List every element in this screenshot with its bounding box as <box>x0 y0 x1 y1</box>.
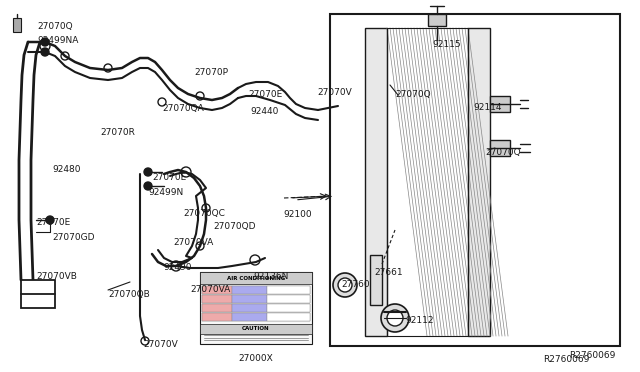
Text: 92112: 92112 <box>405 316 433 325</box>
Bar <box>428 14 446 26</box>
Bar <box>232 286 267 294</box>
Text: 27070Q: 27070Q <box>485 148 520 157</box>
Text: 92115: 92115 <box>432 40 461 49</box>
Bar <box>200 272 312 344</box>
Text: 92499NA: 92499NA <box>37 36 78 45</box>
Text: 92114: 92114 <box>473 103 502 112</box>
Text: 27070E: 27070E <box>248 90 282 99</box>
Text: 27070E: 27070E <box>36 218 70 227</box>
Text: 92100: 92100 <box>283 210 312 219</box>
Text: 27070VA: 27070VA <box>173 238 213 247</box>
Bar <box>387 28 468 336</box>
Bar <box>200 324 312 334</box>
Text: 27070E: 27070E <box>152 173 186 182</box>
Bar <box>490 140 510 156</box>
Text: R2760069: R2760069 <box>568 351 615 360</box>
Bar <box>202 313 232 321</box>
Bar <box>13 18 21 32</box>
Bar <box>267 313 310 321</box>
Text: 27070V: 27070V <box>317 88 352 97</box>
Text: 27070QA: 27070QA <box>162 104 204 113</box>
Bar <box>200 272 312 284</box>
Bar <box>267 295 310 303</box>
Bar <box>232 313 267 321</box>
Bar <box>468 28 490 336</box>
Bar <box>202 286 310 294</box>
Bar <box>202 295 232 303</box>
Circle shape <box>41 38 49 46</box>
Text: 27070QC: 27070QC <box>183 209 225 218</box>
Bar <box>202 286 232 294</box>
Text: 27070V: 27070V <box>143 340 178 349</box>
Circle shape <box>387 310 403 326</box>
Text: 27070VB: 27070VB <box>36 272 77 281</box>
Bar <box>490 96 510 112</box>
Circle shape <box>144 182 152 190</box>
Text: 27070Q: 27070Q <box>37 22 72 31</box>
Text: 27070Q: 27070Q <box>395 90 431 99</box>
Bar <box>202 304 310 312</box>
Text: 27070R: 27070R <box>100 128 135 137</box>
Text: R2760069: R2760069 <box>543 355 589 364</box>
Text: 27070P: 27070P <box>194 68 228 77</box>
Bar <box>202 313 310 321</box>
Text: AIR CONDITIONING: AIR CONDITIONING <box>227 276 285 280</box>
Text: 92490: 92490 <box>163 263 191 272</box>
Circle shape <box>333 273 357 297</box>
Circle shape <box>144 168 152 176</box>
Bar <box>267 304 310 312</box>
Text: 27661: 27661 <box>374 268 403 277</box>
Bar <box>370 255 382 305</box>
Bar <box>232 304 267 312</box>
Bar <box>202 295 310 303</box>
Circle shape <box>41 48 49 56</box>
Bar <box>21 280 55 308</box>
Bar <box>365 28 387 336</box>
Circle shape <box>338 278 352 292</box>
Circle shape <box>46 216 54 224</box>
Text: 27070QD: 27070QD <box>213 222 255 231</box>
Bar <box>202 304 232 312</box>
Text: 27070QB: 27070QB <box>108 290 150 299</box>
Text: 27070VA: 27070VA <box>190 285 230 294</box>
Text: 92480: 92480 <box>52 165 81 174</box>
Text: 27000X: 27000X <box>239 354 273 363</box>
Text: 27070GD: 27070GD <box>52 233 95 242</box>
Text: 92136N: 92136N <box>253 272 289 281</box>
Text: CAUTION: CAUTION <box>242 327 270 331</box>
Bar <box>330 14 620 346</box>
Text: 27760: 27760 <box>341 280 370 289</box>
Text: 92440: 92440 <box>250 107 278 116</box>
Bar <box>232 295 267 303</box>
Circle shape <box>381 304 409 332</box>
Text: 92499N: 92499N <box>148 188 183 197</box>
Bar <box>267 286 310 294</box>
